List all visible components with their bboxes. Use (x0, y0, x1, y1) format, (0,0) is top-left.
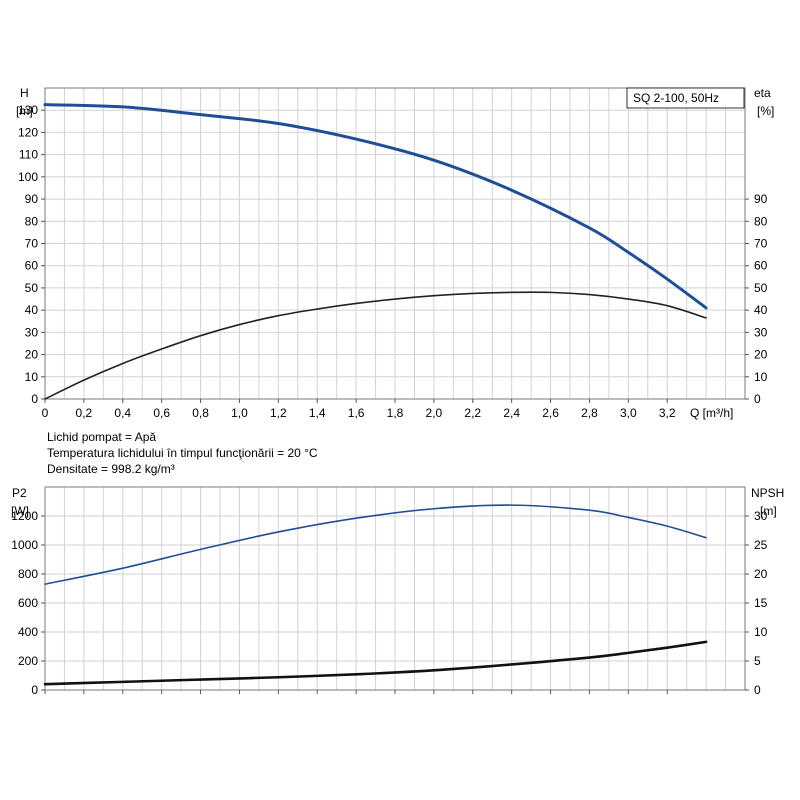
pumped-liquid-note: Lichid pompat = Apă (47, 430, 157, 444)
top-y-left-unit: [m] (16, 104, 33, 118)
y-left-tick-label: 70 (25, 237, 39, 251)
y-left-tick-label: 0 (31, 392, 38, 406)
y-left-tick-label: 110 (19, 148, 38, 162)
y-right-tick-label: 5 (754, 654, 761, 668)
series-line-1 (44, 504, 707, 585)
y-left-tick-label: 0 (31, 683, 38, 697)
x-tick-label: 2,6 (542, 406, 559, 420)
y-right-tick-label: 40 (754, 303, 768, 317)
y-left-tick-label: 40 (25, 303, 39, 317)
x-tick-label: 1,0 (231, 406, 248, 420)
top-y-right-title: eta (754, 86, 771, 100)
y-left-tick-label: 1200 (11, 509, 38, 523)
top-y-right-unit: [%] (757, 104, 774, 118)
y-right-tick-label: 0 (754, 683, 761, 697)
bottom-plot: 0 200 400 600 800 1000 1200 0 5 10 15 20 25 30 (11, 486, 768, 697)
x-tick-label: 1,4 (309, 406, 326, 420)
top-plot: 0 10 20 30 40 50 60 70 80 90 100 110 120 130 0 10 20 30 40… (18, 87, 768, 420)
x-tick-label: 0 (42, 406, 49, 420)
bottom-y-right-title: NPSH (751, 486, 784, 500)
x-tick-label: 2,8 (581, 406, 598, 420)
legend-box (626, 87, 745, 109)
y-left-tick-label: 80 (25, 214, 39, 228)
y-left-tick-label: 30 (25, 325, 39, 339)
y-left-tick-label: 20 (25, 348, 39, 362)
y-left-tick-label: 1000 (11, 538, 38, 552)
x-tick-label: 2,2 (464, 406, 481, 420)
y-right-tick-label: 90 (754, 192, 768, 206)
series-line-2 (44, 291, 707, 400)
y-right-tick-label: 60 (754, 259, 768, 273)
x-tick-label: 0,6 (153, 406, 170, 420)
series-line-1 (43, 103, 708, 310)
y-left-tick-label: 90 (25, 192, 39, 206)
y-left-tick-label: 600 (18, 596, 38, 610)
top-y-left-title: H (20, 86, 29, 100)
x-tick-label: 0,4 (114, 406, 131, 420)
bottom-y-left-title: P2 (12, 486, 27, 500)
y-left-tick-label: 120 (18, 125, 38, 139)
y-left-tick-label: 50 (25, 281, 39, 295)
y-right-tick-label: 20 (754, 567, 768, 581)
y-right-tick-label: 80 (754, 214, 768, 228)
legend-label: SQ 2-100, 50Hz (633, 91, 719, 105)
bottom-y-left-unit: [W] (11, 504, 29, 518)
x-tick-label: 2,0 (426, 406, 443, 420)
y-right-tick-label: 30 (754, 509, 768, 523)
y-right-tick-label: 15 (754, 596, 768, 610)
y-right-tick-label: 10 (754, 370, 768, 384)
y-right-tick-label: 0 (754, 392, 761, 406)
y-left-tick-label: 100 (18, 170, 38, 184)
x-tick-label: 1,2 (270, 406, 287, 420)
x-tick-label: 2,4 (503, 406, 520, 420)
x-tick-label: 3,0 (620, 406, 637, 420)
y-right-tick-label: 10 (754, 625, 768, 639)
y-right-tick-label: 20 (754, 348, 768, 362)
y-left-tick-label: 60 (25, 259, 39, 273)
y-right-tick-label: 50 (754, 281, 768, 295)
y-left-tick-label: 10 (25, 370, 39, 384)
x-tick-label: 0,8 (192, 406, 209, 420)
x-tick-label: 1,8 (387, 406, 404, 420)
x-tick-label: 1,6 (348, 406, 365, 420)
y-left-tick-label: 400 (18, 625, 38, 639)
density-note: Densitate = 998.2 kg/m³ (47, 462, 175, 476)
y-right-tick-label: 70 (754, 237, 768, 251)
x-tick-label: 3,2 (659, 406, 676, 420)
bottom-y-right-unit: [m] (760, 504, 777, 518)
liquid-temperature-note: Temperatura lichidului în timpul funcţio… (47, 446, 318, 460)
top-x-axis-label: Q [m³/h] (690, 406, 733, 420)
y-left-tick-label: 200 (18, 654, 38, 668)
y-left-tick-label: 130 (18, 103, 38, 117)
y-left-tick-label: 800 (18, 567, 38, 581)
x-tick-label: 0,2 (76, 406, 93, 420)
y-right-tick-label: 25 (754, 538, 768, 552)
series-line-2 (43, 640, 708, 686)
y-right-tick-label: 30 (754, 325, 768, 339)
